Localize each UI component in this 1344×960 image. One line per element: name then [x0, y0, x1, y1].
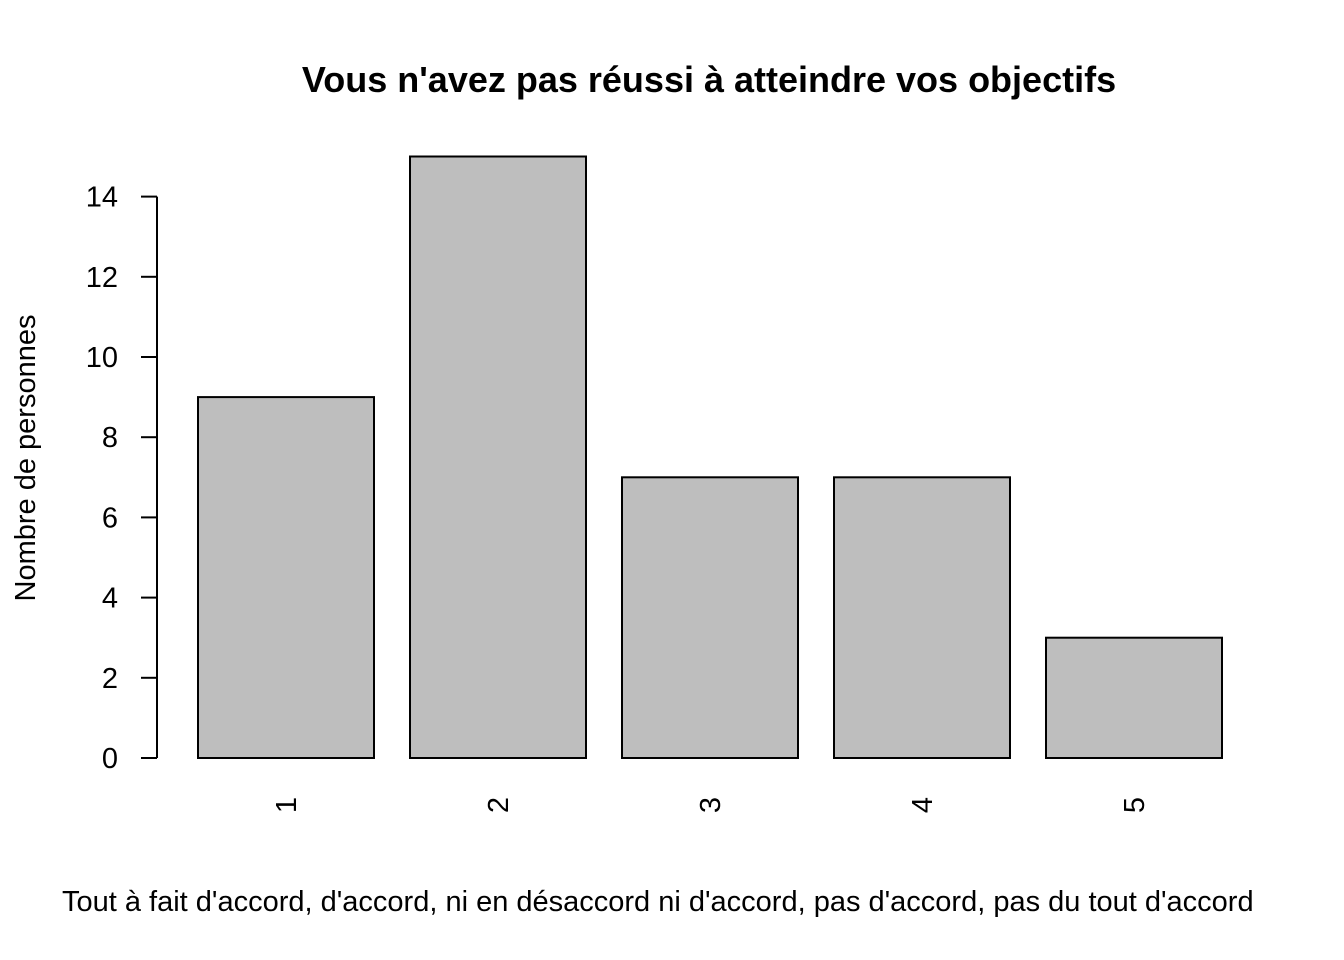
y-tick-label: 12	[86, 262, 118, 294]
bar-2	[409, 155, 587, 759]
x-axis-label: Tout à fait d'accord, d'accord, ni en dé…	[62, 886, 1254, 918]
x-tick-label: 3	[695, 797, 727, 813]
x-tick-label: 5	[1119, 797, 1151, 813]
y-tick-label: 8	[102, 422, 118, 454]
x-tick-label: 1	[271, 797, 303, 813]
y-tick-label: 6	[102, 502, 118, 534]
bar-5	[1045, 636, 1223, 760]
y-tick-label: 14	[86, 182, 118, 214]
chart-title: Vous n'avez pas réussi à atteindre vos o…	[302, 59, 1116, 100]
bar-3	[621, 476, 799, 759]
bar-1	[197, 396, 375, 759]
x-tick-label: 4	[907, 797, 939, 813]
y-tick-label: 2	[102, 663, 118, 695]
y-ticks: 0 2 4 6 8 10 12 14	[86, 182, 157, 775]
y-axis-label: Nombre de personnes	[10, 315, 42, 602]
y-tick-label: 10	[86, 342, 118, 374]
y-tick-label: 0	[102, 743, 118, 775]
y-axis: 0 2 4 6 8 10 12 14	[86, 182, 158, 775]
x-tick-labels: 1 2 3 4 5	[271, 797, 1151, 813]
y-tick-label: 4	[102, 583, 118, 615]
bars	[197, 155, 1223, 760]
bar-4	[833, 476, 1011, 759]
x-tick-label: 2	[483, 797, 515, 813]
